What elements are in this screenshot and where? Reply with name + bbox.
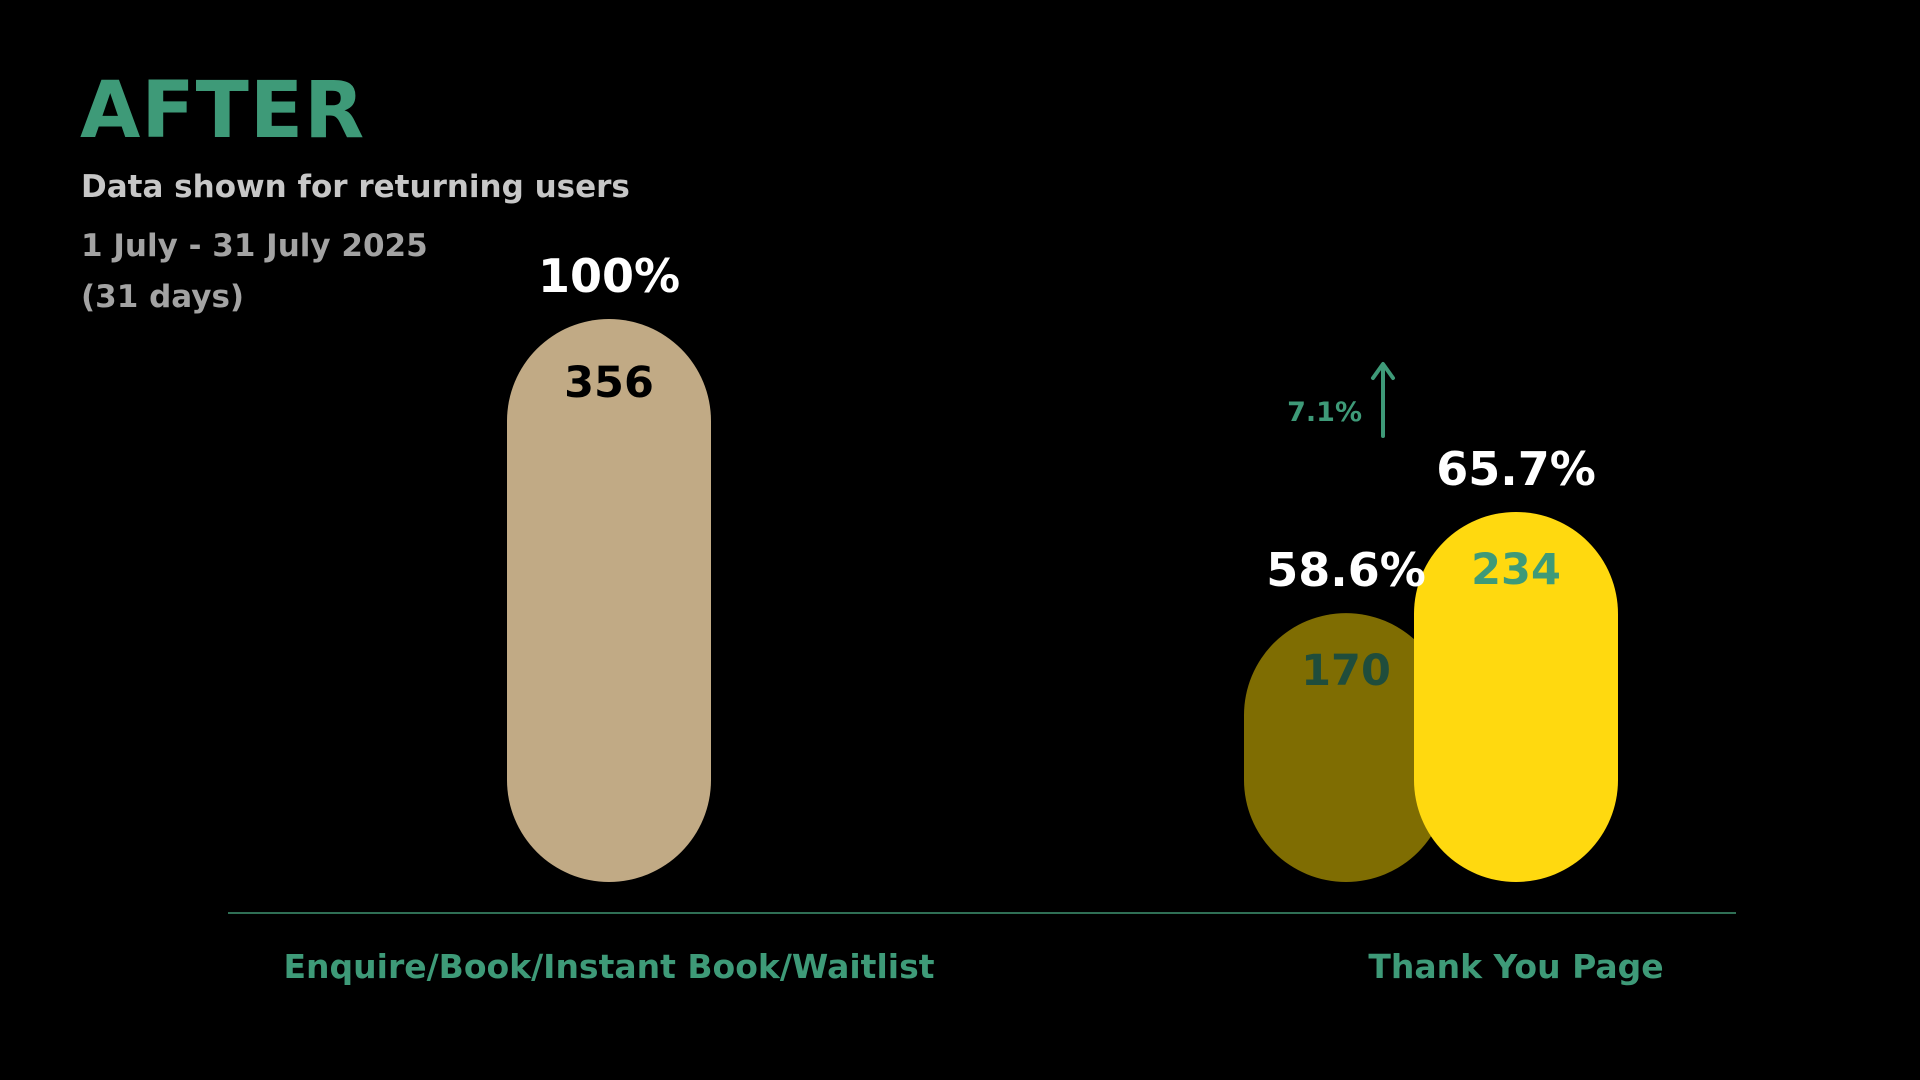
category-label-1: Enquire/Book/Instant Book/Waitlist <box>284 947 935 986</box>
arrow-up-icon <box>1371 362 1395 438</box>
percent-label-3: 65.7% <box>1436 442 1596 496</box>
duration: (31 days) <box>81 279 245 315</box>
change-indicator: 7.1% <box>1287 362 1395 438</box>
labels-layer: 356 100% 170 58.6% 234 65.7% <box>538 249 1596 696</box>
bar-2 <box>1244 613 1448 882</box>
page-title: AFTER <box>80 66 366 156</box>
change-label: 7.1% <box>1287 397 1362 428</box>
bar-1 <box>507 319 711 882</box>
bar-3 <box>1414 511 1618 882</box>
value-label-3: 234 <box>1471 545 1561 595</box>
percent-label-1: 100% <box>538 249 680 303</box>
category-label-2: Thank You Page <box>1368 947 1663 986</box>
value-label-1: 356 <box>564 358 654 408</box>
value-label-2: 170 <box>1301 646 1391 696</box>
subtitle: Data shown for returning users <box>81 169 630 205</box>
date-range: 1 July - 31 July 2025 <box>81 228 428 264</box>
percent-label-2: 58.6% <box>1266 543 1426 597</box>
bars-layer <box>507 319 1618 882</box>
